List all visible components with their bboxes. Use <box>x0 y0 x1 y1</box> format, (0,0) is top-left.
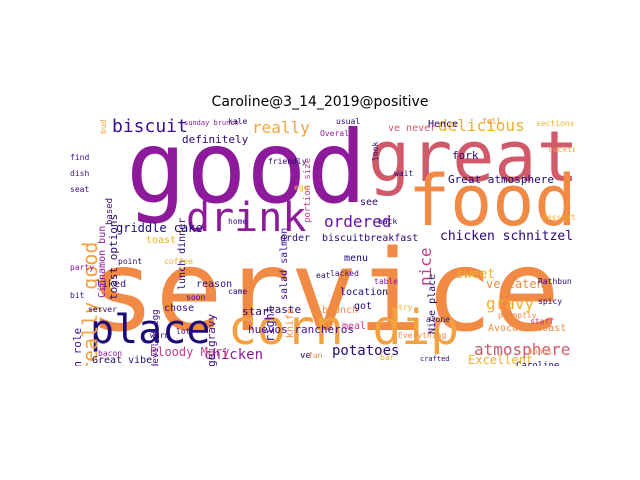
word-82: bit <box>70 291 85 300</box>
word-2: great <box>368 118 575 198</box>
word-9: really <box>252 118 310 137</box>
word-34: meal <box>342 321 367 332</box>
word-6: drink <box>186 195 307 241</box>
word-76: came <box>228 287 248 296</box>
word-37: sausage gravy <box>205 313 218 366</box>
word-38: lunch dinner <box>177 217 188 290</box>
word-49: ve never <box>388 123 437 134</box>
word-44: chose <box>164 303 195 314</box>
word-63: Everything <box>398 331 447 340</box>
word-79: dish <box>70 169 90 178</box>
word-98: egg <box>294 183 309 192</box>
word-73: sunday brunch <box>184 119 239 127</box>
word-20: griddle cake <box>116 221 203 235</box>
word-90: staff <box>530 317 555 326</box>
word-19: Great atmosphere <box>448 173 554 186</box>
word-25: huevos rancheros <box>248 323 354 336</box>
word-70: eat <box>316 271 331 280</box>
word-58: ve <box>300 351 311 361</box>
word-68: promptly <box>498 311 537 320</box>
word-30: cinnamon role <box>71 328 84 366</box>
word-52: see <box>360 197 379 208</box>
word-33: menu <box>344 253 369 264</box>
word-59: bacon <box>98 349 123 358</box>
word-64: Overall <box>320 129 354 138</box>
word-61: point <box>118 257 143 266</box>
word-71: friendly <box>268 157 307 166</box>
word-18: Bloody Mary <box>150 345 230 359</box>
word-46: liked <box>96 279 127 290</box>
word-77: fell <box>482 118 502 126</box>
word-74: crafted <box>420 355 450 363</box>
word-26: fork <box>452 149 479 162</box>
word-43: star <box>242 305 269 318</box>
word-17: chicken <box>204 347 264 363</box>
word-14: gravy <box>486 294 535 313</box>
word-85: bonus <box>528 347 553 356</box>
word-99: fun <box>308 351 323 360</box>
word-24: Excellent <box>468 353 534 366</box>
word-92: try <box>398 303 413 312</box>
word-27: definitely <box>182 133 249 146</box>
word-48: Hence <box>428 119 459 130</box>
word-100: bar <box>380 353 395 362</box>
word-69: lot <box>176 327 191 336</box>
word-32: location <box>340 287 389 298</box>
word-75: sections <box>536 119 575 128</box>
word-91: home <box>228 217 248 226</box>
word-15: atmosphere <box>474 340 571 359</box>
word-47: Great vibe <box>92 355 153 366</box>
word-72: alone <box>426 315 451 324</box>
word-5: place <box>90 307 211 353</box>
word-41: order <box>280 233 311 244</box>
word-3: food <box>408 160 575 242</box>
word-45: reason <box>196 279 233 290</box>
word-83: dessert <box>542 213 575 222</box>
word-13: chicken schnitzel <box>440 229 574 244</box>
word-62: lacked <box>330 269 359 278</box>
word-10: delicious <box>438 118 525 135</box>
word-96: coffee <box>164 257 193 266</box>
word-8: biscuit <box>112 118 188 137</box>
word-23: Avocado toast <box>488 323 567 334</box>
word-57: Caroline <box>516 361 560 367</box>
word-84: Rathbun <box>538 277 572 286</box>
word-16: potatoes <box>332 343 400 359</box>
word-39: brunch <box>322 305 359 316</box>
word-87: wait <box>394 169 414 178</box>
word-78: find <box>70 153 90 162</box>
word-86: table <box>374 277 399 286</box>
word-11: ordered <box>324 212 392 231</box>
word-22: ve eaten <box>486 277 544 291</box>
word-0: service <box>88 227 561 357</box>
word-60: based <box>105 197 115 225</box>
word-54: toast <box>146 235 177 246</box>
word-40: biscuitbreakfast <box>322 233 419 244</box>
word-53: got <box>354 301 373 312</box>
word-cloud: service good great food corn dip place drink re… <box>68 118 575 366</box>
word-80: seat <box>70 185 90 194</box>
word-67: bud <box>99 119 108 135</box>
word-89: soon <box>186 293 206 302</box>
word-1: good <box>126 118 367 226</box>
word-97: cocktail <box>548 145 575 154</box>
word-65: look <box>371 141 380 162</box>
word-94: kale <box>228 118 248 126</box>
word-31: Nice place <box>427 273 438 334</box>
word-4: corn dip <box>228 300 460 356</box>
word-93: spicy <box>538 297 563 306</box>
word-51: knife <box>285 307 296 338</box>
word-66: usual <box>336 118 361 126</box>
word-88: back <box>378 217 398 226</box>
word-42: taste <box>268 303 302 316</box>
word-95: warm <box>150 331 170 340</box>
word-21: sweet <box>456 267 496 282</box>
word-81: party <box>70 263 95 272</box>
word-50: server <box>88 305 117 314</box>
chart-title: Caroline@3_14_2019@positive <box>211 94 429 110</box>
